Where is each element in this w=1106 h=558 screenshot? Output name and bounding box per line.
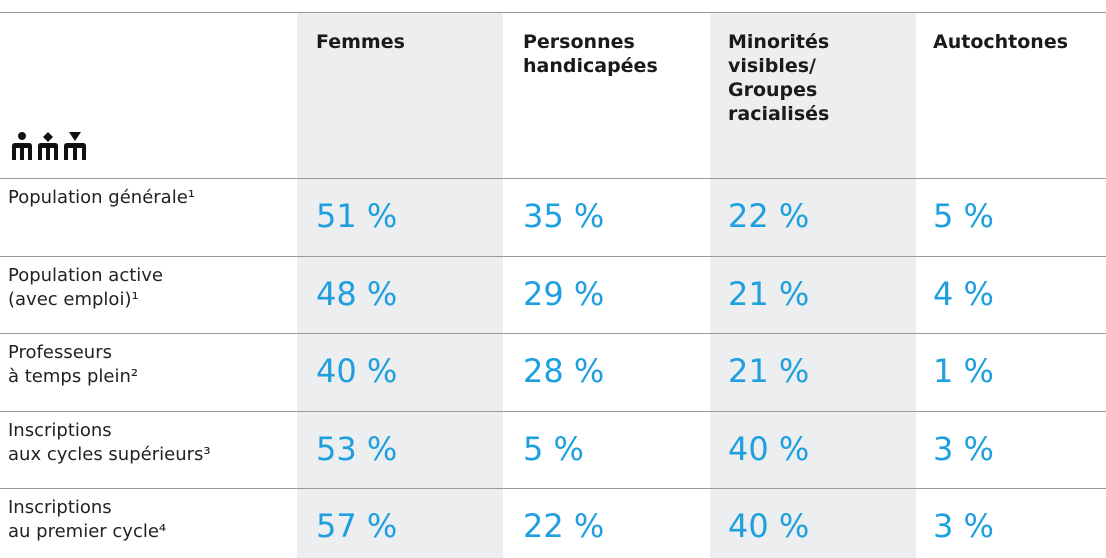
row-label: Professeurs à temps plein² (8, 341, 138, 389)
row-rule (0, 178, 1106, 179)
cell-value: 40 % (316, 352, 398, 390)
top-rule (0, 12, 1106, 13)
cell-value: 40 % (728, 507, 810, 545)
cell-value: 5 % (523, 429, 584, 468)
row-label-line: Inscriptions (8, 419, 112, 441)
column-header: Autochtones (933, 30, 1068, 54)
cell-value: 21 % (728, 274, 810, 313)
row-rule (0, 411, 1106, 412)
row-label-line: à temps plein² (8, 366, 139, 387)
column-shade (297, 12, 503, 558)
column-header-line: Minorités (728, 31, 830, 53)
column-header: Femmes (316, 30, 405, 54)
column-header-line: Femmes (316, 31, 405, 53)
column-shade (710, 12, 916, 558)
column-header-line: Autochtones (933, 31, 1069, 53)
cell-value: 3 % (933, 429, 994, 468)
row-rule (0, 488, 1106, 489)
cell-value: 48 % (316, 274, 398, 313)
people-icon (12, 132, 86, 160)
cell-value: 53 % (316, 429, 398, 468)
cell-value: 1 % (933, 352, 994, 390)
row-label-line: Professeurs (8, 342, 112, 363)
row-label: Inscriptions aux cycles supérieurs³ (8, 419, 211, 467)
cell-value: 29 % (523, 274, 605, 313)
cell-value: 57 % (316, 507, 398, 545)
cell-value: 21 % (728, 352, 810, 390)
cell-value: 28 % (523, 352, 605, 390)
column-header-line: handicapées (523, 55, 658, 77)
row-label-line: Inscriptions (8, 497, 112, 518)
row-rule (0, 333, 1106, 334)
column-header: Personnes handicapées (523, 30, 658, 78)
cell-value: 51 % (316, 197, 398, 235)
row-label: Inscriptions au premier cycle⁴ (8, 496, 166, 544)
row-label-line: au premier cycle⁴ (8, 521, 167, 542)
cell-value: 22 % (728, 197, 810, 235)
row-label-line: Population générale¹ (8, 187, 195, 208)
cell-value: 22 % (523, 507, 605, 545)
row-rule (0, 256, 1106, 257)
cell-value: 5 % (933, 197, 994, 235)
column-header-line: racialisés (728, 103, 830, 125)
row-label-line: (avec emploi)¹ (8, 288, 139, 310)
row-label: Population générale¹ (8, 186, 195, 210)
row-label: Population active (avec emploi)¹ (8, 264, 163, 312)
row-label-line: aux cycles supérieurs³ (8, 443, 211, 465)
column-header-line: Personnes (523, 31, 635, 53)
cell-value: 3 % (933, 507, 994, 545)
cell-value: 40 % (728, 429, 810, 468)
column-header-line: Groupes (728, 79, 818, 101)
row-label-line: Population active (8, 264, 164, 286)
column-header: Minorités visibles/Groupes racialisés (728, 30, 829, 126)
column-header-line: visibles/ (728, 55, 816, 77)
cell-value: 4 % (933, 274, 994, 313)
cell-value: 35 % (523, 197, 605, 235)
